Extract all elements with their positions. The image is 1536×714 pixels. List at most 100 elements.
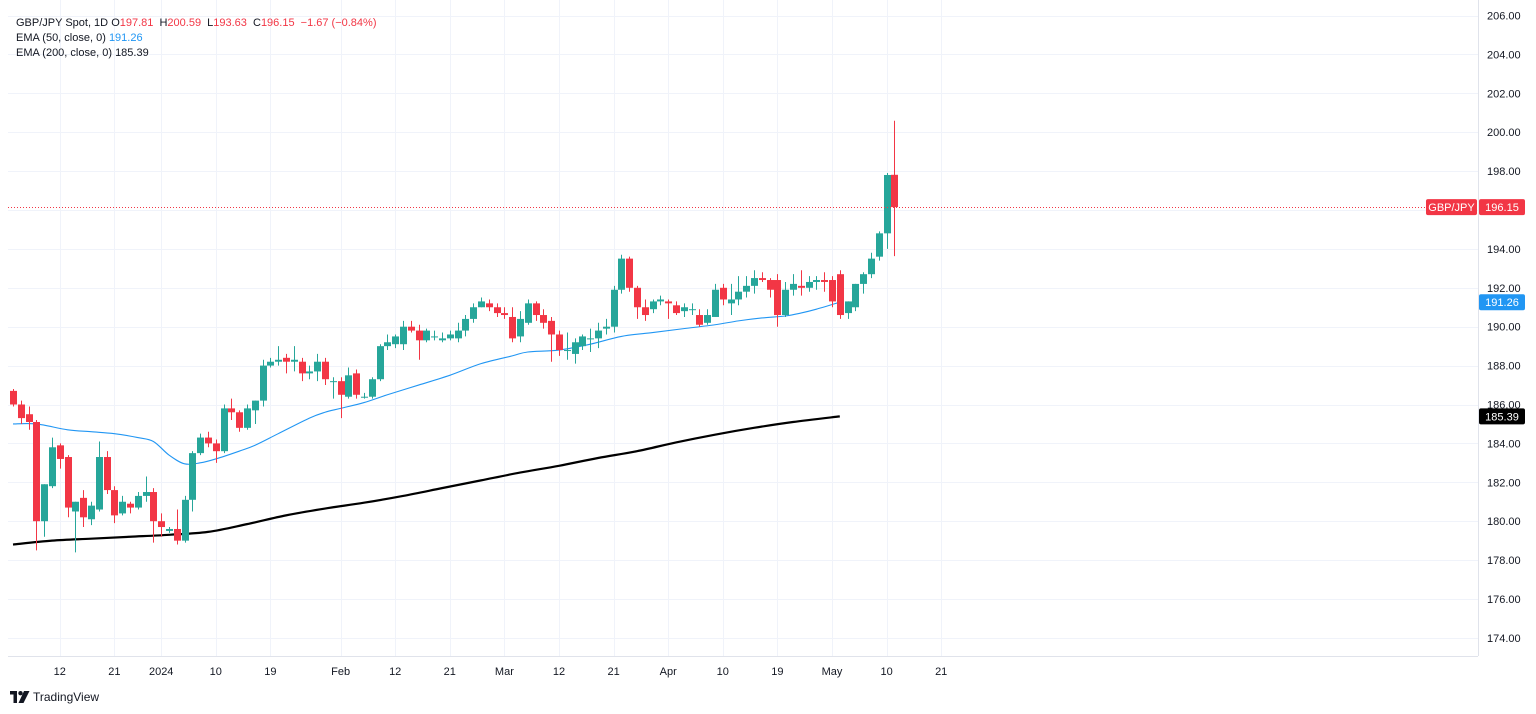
candle-body <box>377 346 384 380</box>
candle-2 <box>26 406 33 430</box>
candle-78 <box>618 254 625 294</box>
candle-108 <box>852 283 859 312</box>
legend-open: 197.81 <box>119 17 154 29</box>
candle-20 <box>166 527 173 533</box>
candle-body <box>182 499 189 541</box>
legend-ema50-label: EMA (50, close, 0) <box>16 32 106 44</box>
candle-body <box>556 334 563 351</box>
candle-body <box>408 326 415 331</box>
candle-66 <box>525 299 532 325</box>
legend-ema200-label: EMA (200, close, 0) <box>16 47 112 59</box>
candle-body <box>720 287 727 300</box>
candle-76 <box>603 318 610 335</box>
candle-103 <box>813 276 820 290</box>
candle-58 <box>462 315 469 337</box>
candle-100 <box>790 274 797 296</box>
candle-48 <box>384 334 391 351</box>
candle-body <box>400 326 407 345</box>
price-tag-label-box <box>1426 199 1477 216</box>
axes <box>8 0 1479 657</box>
candle-94 <box>743 276 750 298</box>
candle-56 <box>447 330 454 341</box>
candle-body <box>150 492 157 522</box>
y-tick-label: 174.00 <box>1487 633 1521 645</box>
candle-106 <box>837 270 844 319</box>
legend-low: 193.63 <box>213 17 247 29</box>
candle-61 <box>486 299 493 312</box>
candle-109 <box>860 272 867 294</box>
candle-19 <box>158 513 165 537</box>
candle-98 <box>774 274 781 327</box>
candle-32 <box>260 359 267 407</box>
candle-body <box>634 287 641 308</box>
legend-ema200-value: 185.39 <box>115 47 149 59</box>
legend-low-label: L <box>207 17 214 29</box>
candle-14 <box>119 495 126 516</box>
candle-body <box>681 307 688 312</box>
candle-body <box>767 280 774 290</box>
x-tick-label: 10 <box>880 666 892 678</box>
candle-body <box>673 305 680 314</box>
candle-51 <box>408 320 415 333</box>
candle-body <box>587 338 594 340</box>
candle-body <box>72 501 79 512</box>
grid-lines <box>8 0 1478 656</box>
y-axis-ticks[interactable]: 174.00176.00178.00180.00182.00184.00186.… <box>1487 11 1521 645</box>
price-tag-0: 196.15 GBP/JPY <box>1426 199 1525 216</box>
candle-16 <box>135 492 142 510</box>
candle-body <box>455 330 462 339</box>
y-tick-label: 190.00 <box>1487 322 1521 334</box>
candle-body <box>774 280 781 316</box>
candle-74 <box>587 328 594 352</box>
y-tick-label: 184.00 <box>1487 438 1521 450</box>
price-tag-1: 191.26 <box>1479 294 1525 311</box>
candle-body <box>650 301 657 310</box>
candle-body <box>127 503 134 508</box>
candle-body <box>595 330 602 339</box>
candle-93 <box>735 276 742 306</box>
candle-91 <box>720 283 727 306</box>
legend-symbol-row[interactable]: GBP/JPY Spot, 1D O197.81 H200.59 L193.63… <box>16 16 377 31</box>
candle-body <box>611 289 618 327</box>
candle-body <box>813 280 820 282</box>
candle-47 <box>377 344 384 382</box>
candle-43 <box>345 367 352 399</box>
candle-31 <box>252 400 259 424</box>
candle-body <box>322 361 329 380</box>
candle-30 <box>244 404 251 430</box>
x-tick-label: 21 <box>444 666 456 678</box>
price-tag-2: 185.39 <box>1479 408 1525 425</box>
candle-79 <box>626 256 633 292</box>
candle-84 <box>665 299 672 319</box>
candle-8 <box>72 501 79 553</box>
candle-41 <box>330 377 337 399</box>
candle-102 <box>806 276 813 292</box>
candle-23 <box>189 451 196 512</box>
candle-body <box>111 490 118 516</box>
candle-body <box>174 528 181 541</box>
candle-99 <box>782 281 789 317</box>
candle-body <box>868 258 875 275</box>
candle-85 <box>673 301 680 316</box>
legend-ema50-row[interactable]: EMA (50, close, 0) 191.26 <box>16 31 377 46</box>
candle-body <box>330 381 337 383</box>
candle-body <box>517 318 524 337</box>
tradingview-logo[interactable]: TradingView <box>10 690 99 704</box>
y-tick-label: 200.00 <box>1487 127 1521 139</box>
candle-68 <box>540 309 547 329</box>
candle-body <box>267 361 274 366</box>
candle-5 <box>49 437 56 489</box>
candle-body <box>704 315 711 323</box>
legend-ema200-row[interactable]: EMA (200, close, 0) 185.39 <box>16 46 377 61</box>
candle-10 <box>88 501 95 526</box>
candle-65 <box>517 311 524 343</box>
candle-body <box>579 336 586 347</box>
candle-95 <box>751 270 758 294</box>
x-axis-ticks[interactable]: 12 21 2024 10 19 Feb 12 21 Mar 12 21 Apr 10 19 May 10 21 <box>54 666 948 678</box>
candle-body <box>299 361 306 374</box>
candle-body <box>361 396 368 398</box>
candle-body <box>884 174 891 234</box>
candle-body <box>252 400 259 411</box>
candle-21 <box>174 509 181 545</box>
